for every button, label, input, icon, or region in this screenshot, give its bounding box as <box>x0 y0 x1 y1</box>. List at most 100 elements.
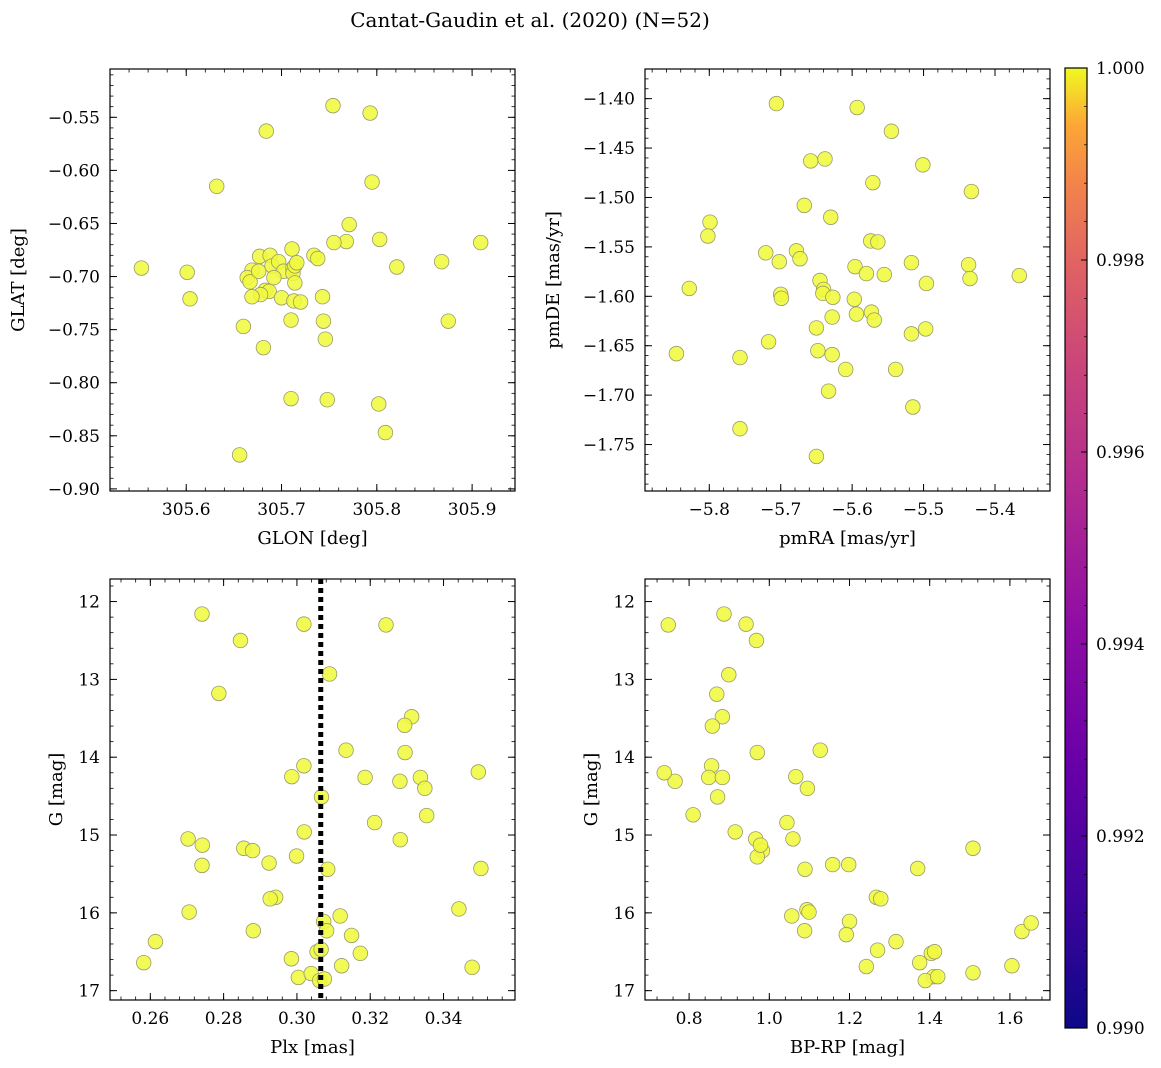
data-point <box>283 390 299 407</box>
x-tick-label: −5.7 <box>760 500 801 520</box>
data-point <box>283 312 299 328</box>
x-tick-label: 1.4 <box>916 1009 943 1029</box>
x-tick-label: 0.28 <box>205 1009 243 1029</box>
x-tick-label: 1.0 <box>756 1009 783 1029</box>
data-point <box>250 263 267 279</box>
data-point <box>366 814 383 831</box>
colorbar: 0.990 0.992 0.994 0.996 0.998 1.000 <box>1064 59 1145 1039</box>
data-point <box>797 861 813 877</box>
data-point <box>866 312 882 328</box>
data-point <box>194 837 211 853</box>
scatter-points <box>668 95 1027 465</box>
data-point <box>820 383 837 399</box>
data-point <box>418 807 435 824</box>
x-tick-label: 305.6 <box>162 500 211 520</box>
y-tick-label: 16 <box>78 904 100 924</box>
y-tick-label: 16 <box>613 904 635 924</box>
colorbar-tick-label: 0.992 <box>1096 827 1145 847</box>
data-point <box>668 345 685 362</box>
data-point <box>903 326 920 342</box>
data-point <box>181 904 197 920</box>
data-point <box>888 361 904 378</box>
data-point <box>727 824 743 840</box>
data-point <box>451 901 467 917</box>
data-point <box>709 789 726 805</box>
axes-frame <box>644 68 1051 492</box>
y-tick-label: 12 <box>78 593 100 613</box>
data-point <box>873 891 889 907</box>
data-point <box>758 245 774 261</box>
data-point <box>732 421 748 437</box>
data-point <box>261 855 277 871</box>
data-point <box>357 769 373 786</box>
axes-frame <box>109 578 516 1001</box>
data-point <box>362 105 378 121</box>
data-point <box>310 250 326 267</box>
y-tick-label: −1.40 <box>583 90 635 110</box>
data-point <box>317 331 334 347</box>
data-point <box>785 831 801 847</box>
y-tick-label: 17 <box>78 982 100 1002</box>
y-tick-label: 12 <box>613 593 635 613</box>
y-tick-label: −0.75 <box>48 321 100 341</box>
data-point <box>796 923 813 939</box>
y-tick-label: −0.70 <box>48 268 100 288</box>
data-point <box>965 840 981 856</box>
colorbar-tick-label: 0.998 <box>1096 251 1145 271</box>
data-point <box>332 908 348 924</box>
data-point <box>397 744 413 761</box>
scatter-points <box>136 606 489 989</box>
data-point <box>824 309 840 325</box>
x-tick-label: 0.30 <box>278 1009 316 1029</box>
data-point <box>433 253 450 270</box>
data-point <box>870 234 886 250</box>
data-point <box>760 334 777 350</box>
y-tick-label: 15 <box>78 826 100 846</box>
data-point <box>284 768 300 785</box>
data-point <box>235 318 252 335</box>
x-tick-label: 0.34 <box>425 1009 463 1029</box>
data-point <box>824 346 840 363</box>
data-point <box>808 320 825 336</box>
y-axis-label: G [mag] <box>581 753 602 826</box>
colorbar-gradient <box>1064 67 1088 1029</box>
x-axis-label: BP-RP [mag] <box>790 1037 905 1058</box>
data-point <box>849 99 865 116</box>
data-point <box>962 270 978 287</box>
data-point <box>464 959 480 976</box>
data-point <box>810 342 826 359</box>
data-point <box>1023 915 1039 931</box>
data-point <box>283 951 300 967</box>
data-point <box>473 860 489 877</box>
data-point <box>1011 267 1027 284</box>
y-tick-label: −1.65 <box>583 337 635 357</box>
data-point <box>960 256 977 273</box>
data-point <box>685 807 701 823</box>
data-point <box>321 666 338 682</box>
data-point <box>823 209 839 225</box>
data-point <box>392 831 408 848</box>
data-point <box>392 773 408 790</box>
data-point <box>701 769 717 786</box>
data-point <box>232 632 249 649</box>
data-point <box>660 617 676 633</box>
colorbar-tick-label: 0.990 <box>1096 1019 1145 1039</box>
data-point <box>926 944 943 960</box>
y-tick-label: 14 <box>613 748 635 768</box>
scatter-points <box>656 606 1039 989</box>
data-point <box>364 174 380 190</box>
data-point <box>136 954 152 971</box>
data-point <box>396 717 413 733</box>
data-point <box>825 289 841 305</box>
y-tick-label: 15 <box>613 826 635 846</box>
data-point <box>848 306 865 322</box>
data-point <box>909 860 926 877</box>
data-point <box>738 616 754 632</box>
data-point <box>470 764 487 780</box>
data-point <box>296 824 312 840</box>
x-tick-label: 1.6 <box>996 1009 1023 1029</box>
data-point <box>704 718 721 734</box>
y-tick-label: 17 <box>613 982 635 1002</box>
data-point <box>266 269 282 286</box>
data-point <box>858 958 875 975</box>
